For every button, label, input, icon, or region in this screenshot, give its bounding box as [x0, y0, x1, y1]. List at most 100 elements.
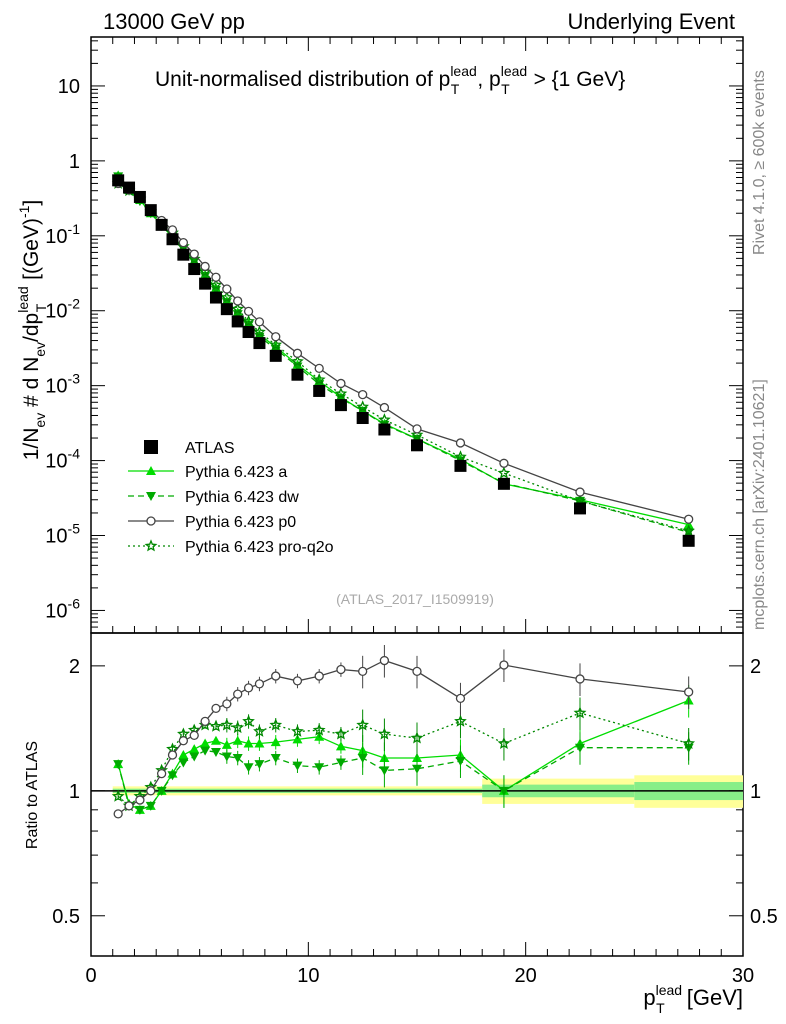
legend-entry-pythia-pro-q2o: Pythia 6.423 pro-q2o	[128, 539, 334, 556]
series-4-ratio-point	[291, 724, 304, 737]
series-3-ratio-point	[156, 768, 167, 779]
series-3-ratio-point	[222, 699, 232, 709]
series-4-ratio-point	[220, 718, 234, 731]
series-0-point	[177, 248, 190, 261]
series-3-point	[455, 438, 466, 448]
series-4-point	[312, 372, 326, 386]
legend-entry-pythia-p0: Pythia 6.423 p0	[128, 514, 296, 531]
series-2-ratio-point	[210, 748, 221, 758]
y-main-tick-label: 10-3	[45, 371, 80, 398]
series-2-ratio-point	[379, 766, 390, 776]
series-0-point	[497, 477, 510, 490]
series-3-ratio-point	[124, 801, 134, 811]
x-tick-label: 0	[85, 965, 96, 987]
ratio-series-group	[111, 645, 696, 819]
series-4-ratio-point	[334, 727, 348, 740]
series-1-ratio-point	[232, 735, 243, 745]
series-0-point	[112, 174, 125, 187]
x-tick-label: 30	[732, 965, 754, 987]
legend-entry-atlas: ATLAS	[144, 440, 235, 457]
series-3-point	[336, 378, 346, 389]
series-4-ratio-point	[242, 714, 255, 727]
series-3-ratio-point	[178, 736, 189, 746]
series-4-point	[334, 387, 348, 400]
series-4-point	[454, 450, 467, 463]
series-2-ratio-point	[314, 763, 325, 773]
series-4-ratio-point	[111, 789, 125, 802]
series-1-ratio-point	[210, 735, 221, 745]
y-main-tick-label: 10	[58, 76, 80, 98]
series-3-point	[271, 332, 281, 342]
series-4-ratio-point	[231, 720, 245, 734]
series-1-ratio-point	[292, 734, 303, 744]
series-2-ratio-point	[412, 764, 422, 774]
x-tick-label: 20	[515, 965, 537, 987]
series-4-point	[220, 290, 234, 303]
series-4-ratio-point	[377, 727, 391, 740]
series-3-ratio-point	[254, 679, 265, 689]
series-4-ratio-point	[497, 736, 511, 749]
series-3-point	[189, 249, 199, 259]
series-3-point	[233, 296, 243, 306]
series-0-point	[199, 277, 212, 290]
series-4-point	[242, 314, 255, 327]
series-2-ratio-point	[243, 763, 254, 773]
series-0-point	[269, 349, 282, 362]
svg-text:ATLAS: ATLAS	[185, 440, 235, 457]
axis-ticks: 0 10 20 30 10-6 10-5 10-4 10-3 10-2 10-1 1 10 0.5 0.5…	[45, 37, 778, 987]
series-4-point	[291, 354, 304, 367]
series-3-point	[412, 424, 422, 434]
series-3-ratio-point	[575, 674, 585, 684]
series-3-point	[575, 487, 585, 497]
series-2-ratio-point	[167, 771, 178, 781]
legend: ATLAS Pythia 6.423 a Pythia 6.423 dw Pyt…	[128, 440, 334, 556]
series-3-point	[211, 272, 221, 282]
legend-marker	[146, 466, 156, 475]
series-3-ratio-point	[358, 666, 368, 677]
legend-marker	[144, 440, 158, 454]
series-3-ratio-point	[379, 655, 390, 666]
series-0-point	[411, 439, 423, 452]
main-title: Unit-normalised distribution of plead T, …	[155, 63, 625, 97]
series-1-point	[683, 519, 694, 529]
series-4-ratio-point	[356, 718, 370, 731]
series-0-point	[313, 384, 326, 397]
series-0-point	[242, 326, 255, 339]
series-2-ratio-point	[232, 753, 243, 763]
series-3-ratio-point	[455, 693, 466, 704]
series-3-ratio-point	[314, 671, 324, 681]
series-2-ratio-point	[200, 746, 211, 756]
series-0-point	[133, 190, 146, 203]
series-3-point	[684, 514, 694, 524]
header-right: Underlying Event	[567, 9, 735, 34]
ratio-tick-label-left: 0.5	[52, 906, 80, 928]
svg-text:Pythia 6.423 a: Pythia 6.423 a	[185, 464, 287, 481]
series-1-ratio-point	[200, 738, 211, 748]
series-3-ratio-point	[135, 795, 145, 805]
y-main-tick-label: 10-2	[45, 296, 80, 323]
series-1-ratio-point	[178, 749, 189, 759]
series-4-point	[269, 338, 283, 351]
series-3-ratio-point	[200, 716, 210, 727]
series-3-ratio-point	[292, 676, 303, 686]
series-4-line	[117, 182, 689, 532]
series-4-point	[231, 302, 245, 315]
ratio-uncertainty-bands	[91, 775, 743, 808]
series-4-ratio-point	[209, 719, 223, 732]
ratio-tick-label-right: 2	[750, 656, 761, 678]
series-2-ratio-point	[178, 758, 189, 768]
series-3-ratio-point	[113, 809, 123, 819]
y-main-tick-label: 10-4	[45, 446, 80, 473]
series-0-point	[356, 412, 369, 425]
mcplots-label: mcplots.cern.ch [arXiv:2401.10621]	[751, 379, 768, 630]
series-4-ratio-point	[312, 723, 326, 736]
x-tick-label: 10	[297, 965, 319, 987]
series-4-ratio-point	[682, 736, 696, 749]
series-0-point	[188, 263, 201, 276]
series-0-point	[334, 399, 347, 412]
series-4-point	[209, 278, 223, 291]
legend-entry-pythia-dw: Pythia 6.423 dw	[128, 489, 299, 506]
series-3-point	[314, 363, 324, 374]
legend-marker	[144, 539, 158, 552]
